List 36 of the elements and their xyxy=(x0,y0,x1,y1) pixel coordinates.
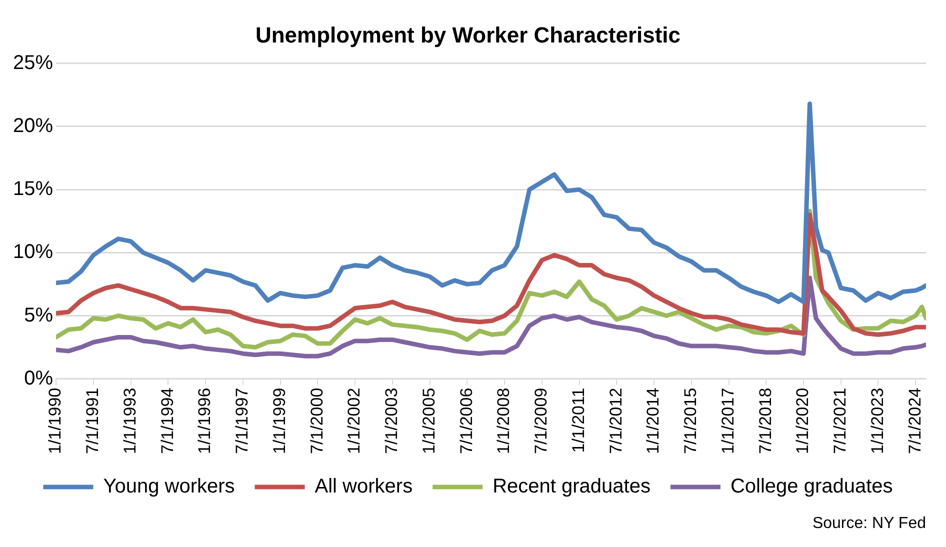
legend-label: College graduates xyxy=(730,476,893,498)
x-tick-label: 1/1/2002 xyxy=(344,388,364,454)
x-tick-label: 1/1/2017 xyxy=(718,388,738,454)
x-tick-label: 7/1/2024 xyxy=(905,388,924,454)
y-tick-label: 0% xyxy=(24,367,54,390)
y-tick-label: 10% xyxy=(13,241,54,264)
x-tick-label: 7/1/2000 xyxy=(307,388,326,454)
x-tick-label: 1/1/2011 xyxy=(568,388,588,453)
x-tick-label: 7/1/2003 xyxy=(382,388,402,454)
legend-label: All workers xyxy=(314,476,413,498)
y-tick-label: 5% xyxy=(24,304,54,326)
x-tick-label: 7/1/1994 xyxy=(158,388,177,454)
x-tick-label: 1/1/1993 xyxy=(120,388,140,454)
x-tick-label: 7/1/2021 xyxy=(830,388,850,454)
x-tick-label: 1/1/2020 xyxy=(793,388,812,454)
chart-title: Unemployment by Worker Characteristic xyxy=(255,22,681,48)
x-tick-label: 7/1/2012 xyxy=(606,388,626,454)
source-note: Source: NY Fed xyxy=(812,515,926,533)
x-tick-label: 7/1/2015 xyxy=(681,388,700,454)
y-tick-label: 25% xyxy=(13,52,54,74)
x-tick-label: 1/1/1990 xyxy=(46,388,65,454)
x-tick-label: 7/1/1991 xyxy=(83,388,102,454)
y-tick-label: 15% xyxy=(13,178,54,200)
x-tick-label: 1/1/1996 xyxy=(195,388,214,454)
x-tick-label: 7/1/2009 xyxy=(532,388,551,454)
x-tick-label: 1/1/1999 xyxy=(270,388,289,454)
legend-label: Young workers xyxy=(103,476,235,498)
x-tick-label: 7/1/2006 xyxy=(456,388,476,454)
x-tick-label: 1/1/2005 xyxy=(419,388,438,454)
x-tick-label: 1/1/2014 xyxy=(644,388,663,454)
legend-label: Recent graduates xyxy=(492,476,650,498)
x-tick-label: 7/1/2018 xyxy=(756,388,775,454)
x-tick-label: 7/1/1997 xyxy=(232,388,252,454)
x-tick-label: 1/1/2023 xyxy=(868,388,887,454)
x-tick-label: 1/1/2008 xyxy=(494,388,514,454)
y-tick-label: 20% xyxy=(13,115,54,137)
